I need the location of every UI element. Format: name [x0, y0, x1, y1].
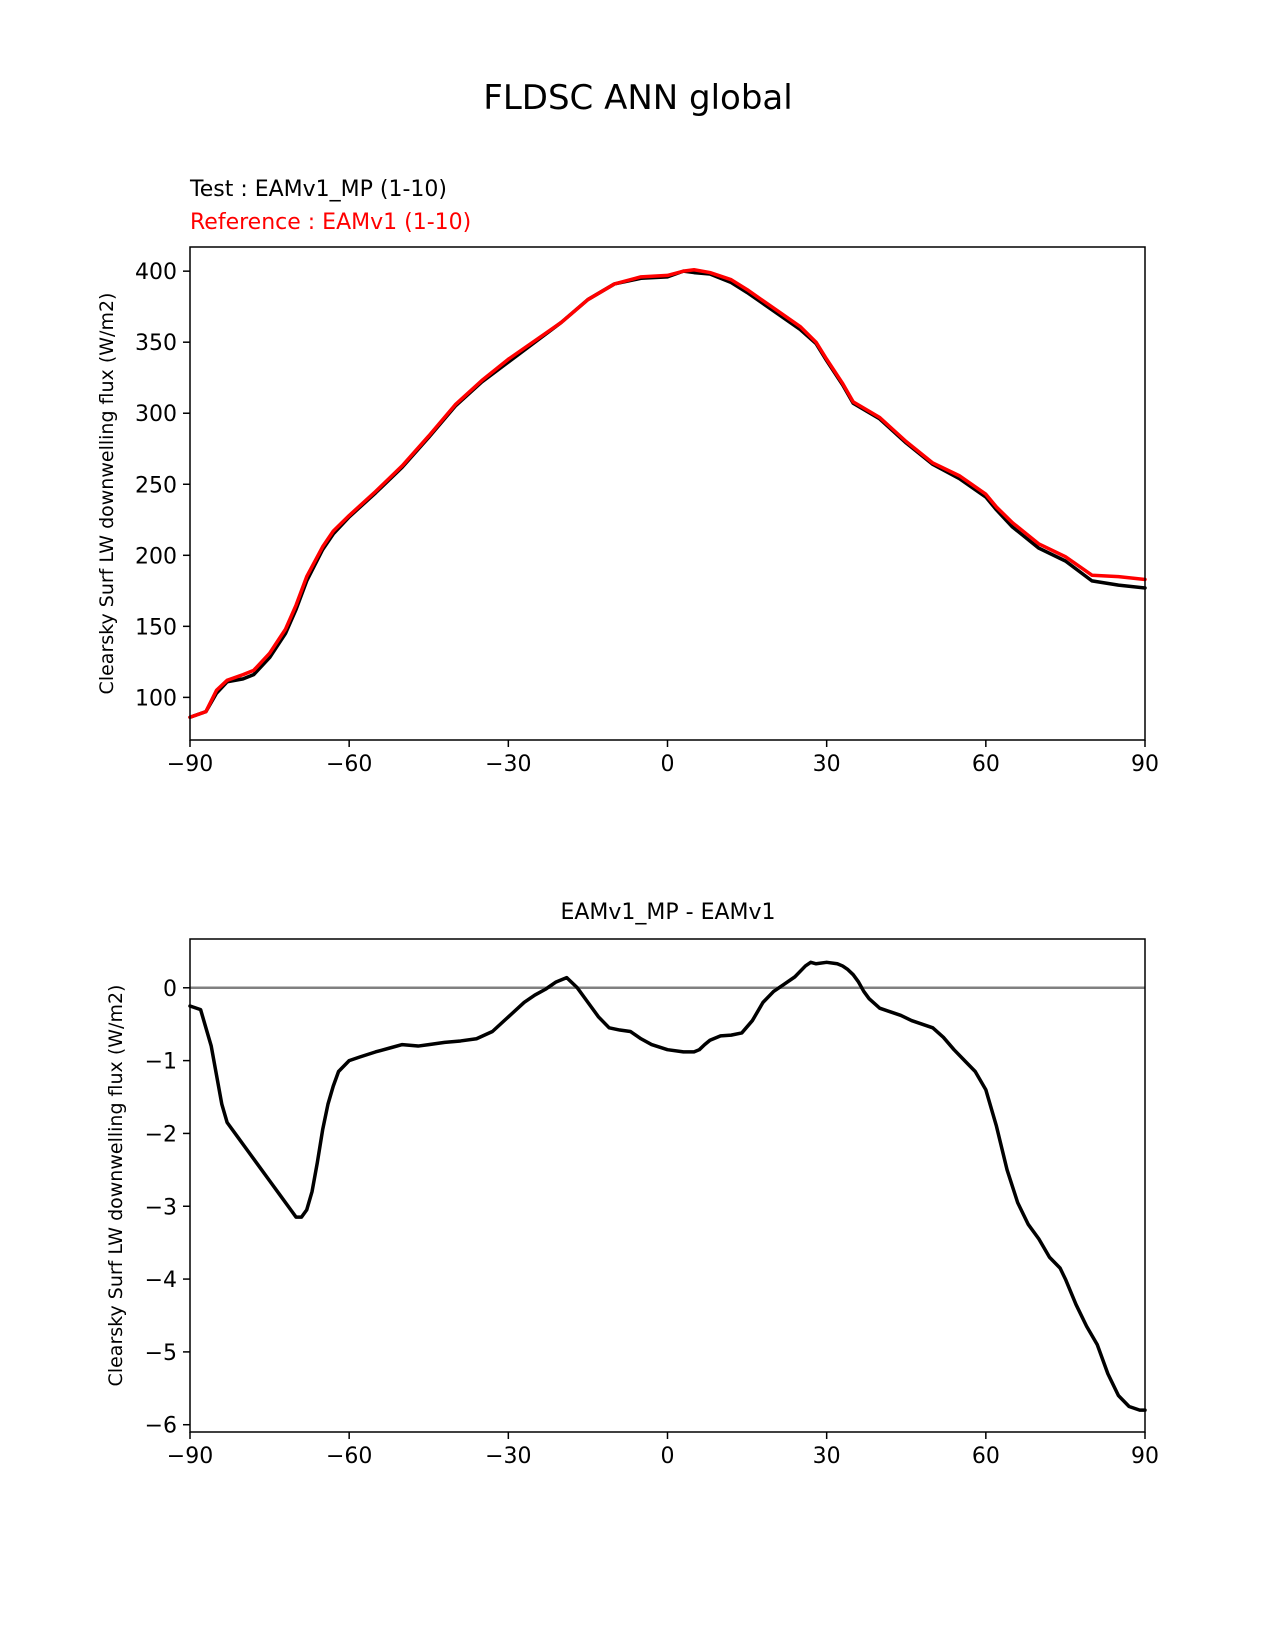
x-tick-label: −30	[485, 1444, 531, 1469]
x-tick-label: −60	[326, 752, 372, 777]
bottom-y-axis-label: Clearsky Surf LW downwelling flux (W/m2)	[105, 985, 127, 1387]
x-tick-label: 90	[1131, 752, 1159, 777]
y-tick-label: 200	[135, 544, 177, 569]
y-tick-label: −6	[145, 1414, 177, 1439]
top-panel: Test : EAMv1_MP (1-10) Reference : EAMv1…	[96, 177, 1159, 777]
axes-frame	[189, 246, 1146, 741]
figure-title: FLDSC ANN global	[483, 78, 792, 118]
y-tick-label: 100	[135, 686, 177, 711]
legend-reference-label: Reference : EAMv1 (1-10)	[190, 210, 471, 235]
y-tick-label: 250	[135, 473, 177, 498]
legend-test-label: Test : EAMv1_MP (1-10)	[189, 177, 447, 202]
y-tick-label: 400	[135, 260, 177, 285]
series-line-0	[188, 269, 1147, 720]
x-tick-label: 0	[661, 752, 675, 777]
y-tick-label: 300	[135, 402, 177, 427]
difference-plot-title: EAMv1_MP - EAMv1	[560, 900, 775, 925]
y-tick-label: 350	[135, 331, 177, 356]
y-tick-label: −4	[145, 1268, 177, 1293]
y-tick-label: −5	[145, 1341, 177, 1366]
x-tick-label: 30	[813, 752, 841, 777]
axes-frame	[189, 938, 1146, 1433]
bottom-plot-area: −90 −60 −30 0 30 60 90 0 −1 −2 −3 −4 −5 −6	[145, 938, 1159, 1469]
x-tick-label: −30	[485, 752, 531, 777]
top-plot-area: −90 −60 −30 0 30 60 90 100 150 200 250 300 350 400	[135, 246, 1159, 777]
series-line-1	[188, 267, 1147, 720]
y-tick-label: 0	[163, 977, 177, 1002]
x-tick-label: 60	[972, 752, 1000, 777]
x-tick-label: 30	[813, 1444, 841, 1469]
bottom-panel: EAMv1_MP - EAMv1 −90 −60 −30 0 30 60 90 0 −1 −2 −3…	[105, 900, 1159, 1469]
top-y-axis-label: Clearsky Surf LW downwelling flux (W/m2)	[96, 293, 118, 695]
difference-line	[188, 960, 1147, 1412]
x-tick-label: 60	[972, 1444, 1000, 1469]
y-tick-label: −2	[145, 1122, 177, 1147]
y-tick-label: −1	[145, 1050, 177, 1075]
y-tick-label: 150	[135, 615, 177, 640]
y-tick-label: −3	[145, 1195, 177, 1220]
x-tick-label: 90	[1131, 1444, 1159, 1469]
x-tick-label: −90	[167, 1444, 213, 1469]
x-tick-label: 0	[661, 1444, 675, 1469]
x-tick-label: −60	[326, 1444, 372, 1469]
x-tick-label: −90	[167, 752, 213, 777]
